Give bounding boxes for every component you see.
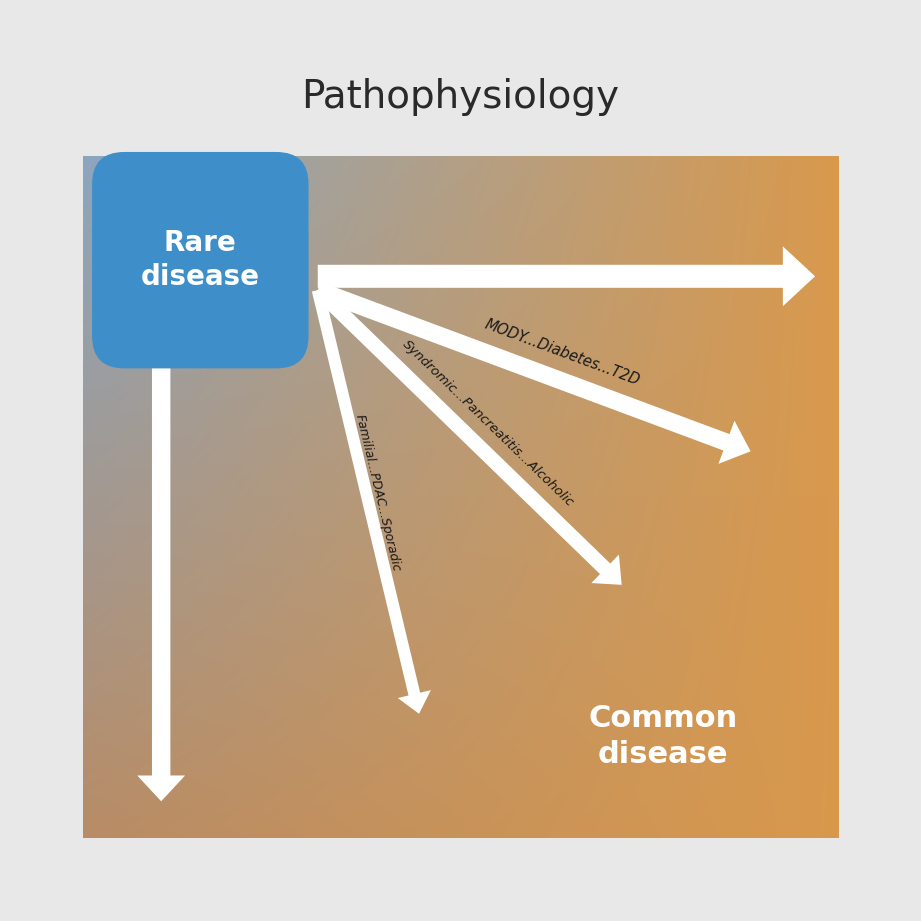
Text: Common
disease: Common disease bbox=[589, 705, 738, 769]
Text: Familial...PDAC...Sporadic: Familial...PDAC...Sporadic bbox=[353, 413, 402, 573]
FancyBboxPatch shape bbox=[92, 152, 309, 368]
Text: Pathophysiology: Pathophysiology bbox=[301, 77, 620, 116]
Text: Syndromic...Pancreatitis...Alcoholic: Syndromic...Pancreatitis...Alcoholic bbox=[400, 338, 577, 509]
FancyBboxPatch shape bbox=[37, 37, 884, 884]
Polygon shape bbox=[137, 290, 185, 801]
Polygon shape bbox=[318, 247, 815, 306]
Text: Rare
disease: Rare disease bbox=[140, 229, 260, 291]
Polygon shape bbox=[315, 282, 751, 464]
Polygon shape bbox=[312, 285, 622, 585]
Polygon shape bbox=[312, 288, 431, 714]
Text: MODY...Diabetes...T2D: MODY...Diabetes...T2D bbox=[482, 317, 642, 388]
